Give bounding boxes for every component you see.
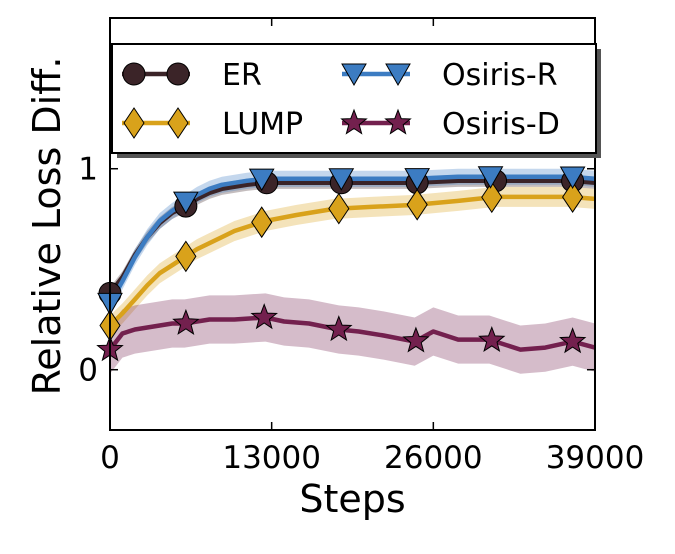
series-line-osiris-d — [110, 315, 595, 352]
lump-marker — [328, 192, 350, 225]
lump-marker — [251, 206, 273, 239]
x-tick-label: 26000 — [384, 440, 483, 476]
series-osiris-d — [110, 293, 595, 374]
x-axis-label: Steps — [299, 477, 405, 521]
plot-area — [110, 168, 595, 374]
legend-label: ER — [222, 58, 262, 93]
legend-label: Osiris-D — [442, 107, 560, 142]
lump-marker — [167, 107, 189, 139]
legend-item-lump: LUMP — [122, 107, 303, 142]
lump-marker — [562, 181, 584, 213]
x-tick-label: 13000 — [222, 440, 321, 476]
er-marker — [166, 62, 190, 86]
series-line-osiris-r — [110, 174, 595, 305]
osiris-r-marker — [172, 191, 199, 215]
legend-item-osiris-d: Osiris-D — [340, 107, 560, 142]
axes-frame — [109, 17, 596, 431]
er-marker — [122, 62, 146, 86]
osiris-d-marker — [172, 308, 200, 335]
lump-marker — [175, 240, 197, 273]
series-line — [110, 194, 595, 328]
osiris-d-marker — [325, 315, 353, 342]
series-band — [110, 293, 595, 374]
series-band — [110, 186, 595, 336]
osiris-d-marker — [402, 326, 430, 353]
legend-label: Osiris-R — [442, 58, 558, 93]
legend-label: LUMP — [222, 107, 303, 142]
y-axis-label: Relative Loss Diff. — [25, 57, 69, 396]
osiris-d-marker — [250, 303, 278, 330]
osiris-r-marker — [404, 168, 431, 191]
osiris-d-marker — [478, 325, 506, 353]
lump-marker — [123, 107, 145, 139]
y-tick-label: 1 — [78, 152, 98, 188]
osiris-d-marker — [384, 108, 412, 135]
osiris-r-marker — [477, 166, 504, 189]
series-line — [110, 174, 595, 305]
osiris-r-marker — [385, 63, 411, 87]
x-tick-label: 39000 — [546, 440, 645, 476]
lump-marker — [406, 188, 428, 221]
osiris-r-marker — [559, 166, 586, 189]
osiris-r-marker — [248, 168, 275, 192]
legend-box — [111, 43, 597, 154]
legend-item-er: ER — [122, 58, 262, 93]
series-lump — [110, 186, 595, 336]
series-line-lump — [110, 194, 595, 328]
legend: ER LUMP Osiris-R Osiris-D — [111, 43, 601, 158]
x-tick-label: 0 — [100, 440, 120, 476]
osiris-r-marker — [328, 168, 355, 191]
y-tick-label: 0 — [78, 353, 98, 389]
osiris-d-marker — [340, 108, 368, 135]
osiris-r-marker — [341, 63, 367, 87]
legend-item-osiris-r: Osiris-R — [341, 58, 558, 93]
osiris-d-marker — [558, 327, 587, 354]
series-line — [110, 315, 595, 352]
lump-marker — [481, 181, 503, 214]
